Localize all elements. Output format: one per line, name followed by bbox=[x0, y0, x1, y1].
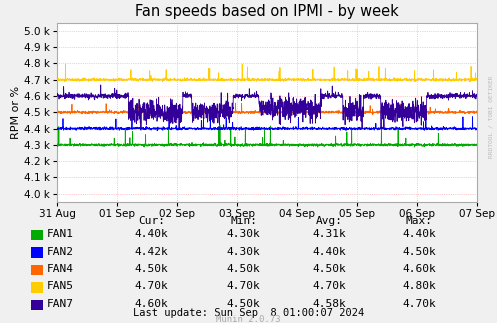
Text: Min:: Min: bbox=[230, 216, 257, 226]
Text: FAN2: FAN2 bbox=[47, 246, 74, 256]
Text: FAN1: FAN1 bbox=[47, 229, 74, 239]
Text: 4.30k: 4.30k bbox=[227, 246, 260, 256]
Text: FAN4: FAN4 bbox=[47, 264, 74, 274]
Text: 4.70k: 4.70k bbox=[135, 281, 168, 291]
Text: 4.70k: 4.70k bbox=[402, 299, 436, 309]
Text: Cur:: Cur: bbox=[138, 216, 165, 226]
Text: 4.80k: 4.80k bbox=[402, 281, 436, 291]
Text: 4.40k: 4.40k bbox=[402, 229, 436, 239]
Text: Munin 2.0.73: Munin 2.0.73 bbox=[216, 315, 281, 323]
Text: 4.50k: 4.50k bbox=[135, 264, 168, 274]
Text: FAN7: FAN7 bbox=[47, 299, 74, 309]
Text: 4.60k: 4.60k bbox=[402, 264, 436, 274]
Title: Fan speeds based on IPMI - by week: Fan speeds based on IPMI - by week bbox=[135, 4, 399, 19]
Text: 4.50k: 4.50k bbox=[402, 246, 436, 256]
Y-axis label: RPM or %: RPM or % bbox=[11, 86, 21, 139]
Text: 4.40k: 4.40k bbox=[313, 246, 346, 256]
Text: 4.58k: 4.58k bbox=[313, 299, 346, 309]
Text: 4.60k: 4.60k bbox=[135, 299, 168, 309]
Text: Max:: Max: bbox=[406, 216, 432, 226]
Text: RRDTOOL / TOBI OETIKER: RRDTOOL / TOBI OETIKER bbox=[489, 75, 494, 158]
Text: 4.40k: 4.40k bbox=[135, 229, 168, 239]
Text: 4.31k: 4.31k bbox=[313, 229, 346, 239]
Text: FAN5: FAN5 bbox=[47, 281, 74, 291]
Text: 4.50k: 4.50k bbox=[227, 264, 260, 274]
Text: 4.70k: 4.70k bbox=[227, 281, 260, 291]
Text: Last update: Sun Sep  8 01:00:07 2024: Last update: Sun Sep 8 01:00:07 2024 bbox=[133, 308, 364, 318]
Text: Avg:: Avg: bbox=[316, 216, 343, 226]
Text: 4.42k: 4.42k bbox=[135, 246, 168, 256]
Text: 4.50k: 4.50k bbox=[227, 299, 260, 309]
Text: 4.50k: 4.50k bbox=[313, 264, 346, 274]
Text: 4.70k: 4.70k bbox=[313, 281, 346, 291]
Text: 4.30k: 4.30k bbox=[227, 229, 260, 239]
